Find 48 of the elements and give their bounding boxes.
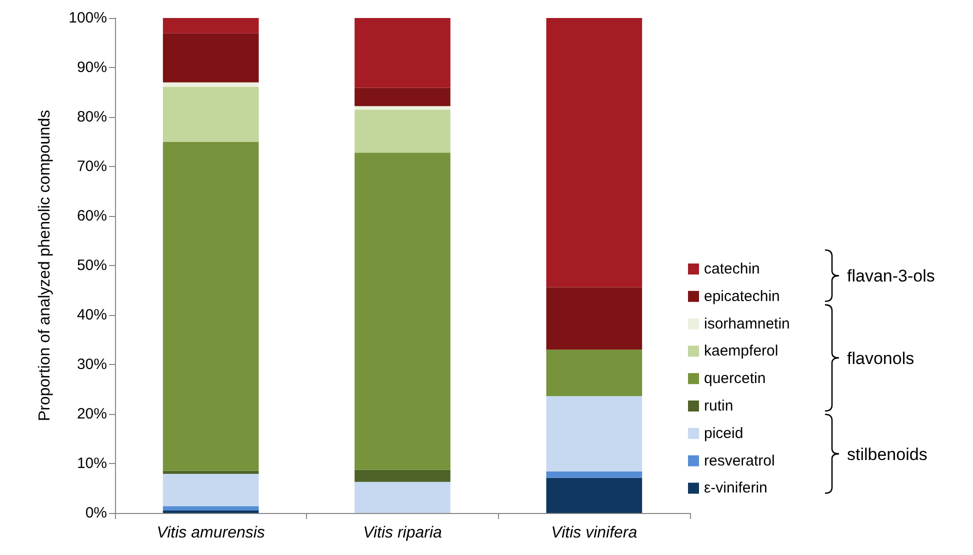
- legend-label: epicatechin: [704, 288, 780, 305]
- bar: [162, 142, 259, 471]
- legend-label: ε-viniferin: [704, 480, 768, 497]
- text: flavonols: [847, 348, 914, 368]
- bar: [354, 482, 450, 513]
- text: flavan-3-ols: [847, 266, 935, 286]
- x-tick-label: Vitis riparia: [363, 524, 442, 542]
- text: stilbenoids: [847, 444, 928, 464]
- legend-label: catechin: [704, 260, 760, 278]
- bar: [546, 396, 642, 472]
- y-tick-label: 40%: [76, 306, 107, 324]
- x-tick-label: Vitis amurensis: [156, 524, 265, 542]
- y-tick-label: 10%: [76, 455, 107, 472]
- y-tick-label: 80%: [76, 108, 107, 126]
- bar: [546, 478, 642, 513]
- y-tick-label: 0%: [85, 504, 107, 522]
- bar: [546, 287, 642, 350]
- bar: [354, 152, 450, 470]
- legend-label: resveratrol: [704, 452, 775, 470]
- y-tick-label: 60%: [76, 208, 107, 224]
- y-tick-label: 30%: [76, 356, 107, 373]
- bar: [354, 470, 450, 482]
- legend-label: quercetin: [704, 370, 766, 388]
- bar: [354, 106, 450, 110]
- y-tick-label: 50%: [76, 257, 107, 274]
- bar: [162, 18, 259, 34]
- y-axis-title: Proportion of analyzed phenolic compounds: [36, 110, 54, 422]
- bar: [162, 86, 259, 142]
- bar: [162, 506, 259, 511]
- bar: [546, 471, 642, 478]
- bar: [354, 88, 450, 106]
- bar: [162, 474, 259, 506]
- bar: [162, 82, 259, 87]
- legend-label: kaempferol: [704, 342, 778, 360]
- bar: [354, 18, 450, 88]
- y-tick-label: 20%: [76, 406, 107, 422]
- bar: [546, 350, 642, 396]
- y-tick-label: 100%: [68, 10, 107, 26]
- legend-label: rutin: [704, 398, 734, 414]
- bar: [546, 18, 642, 288]
- bar: [162, 33, 259, 82]
- legend-label: piceid: [704, 424, 744, 442]
- y-tick-label: 90%: [76, 59, 107, 76]
- x-tick-label: Vitis vinifera: [551, 524, 638, 542]
- legend-label: isorhamnetin: [704, 315, 790, 332]
- y-tick-label: 70%: [76, 158, 107, 175]
- bar: [162, 470, 259, 474]
- bar: [354, 110, 450, 153]
